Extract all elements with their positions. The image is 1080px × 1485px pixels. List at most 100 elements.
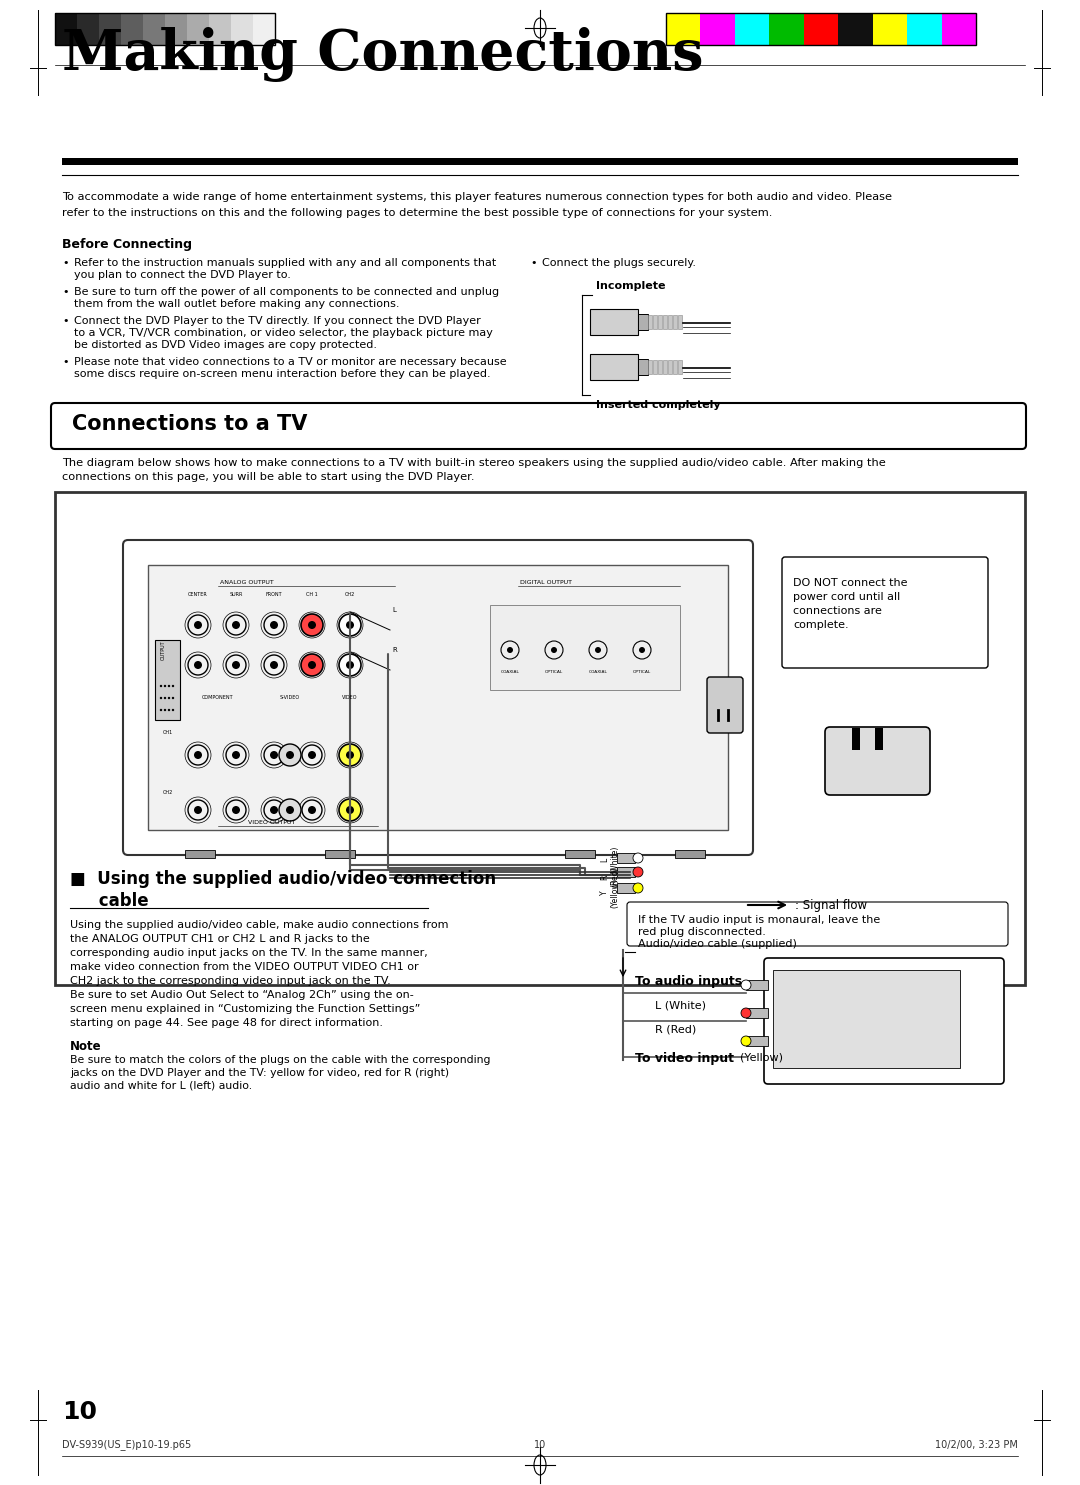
Circle shape: [308, 806, 316, 814]
Text: •: •: [62, 258, 68, 267]
Bar: [663, 315, 667, 330]
Text: be distorted as DVD Video images are copy protected.: be distorted as DVD Video images are cop…: [75, 340, 377, 350]
Bar: [678, 315, 681, 330]
Bar: [678, 359, 681, 374]
Bar: [565, 849, 595, 858]
Circle shape: [160, 708, 162, 711]
Text: Making Connections: Making Connections: [62, 27, 703, 82]
Text: red plug disconnected.: red plug disconnected.: [638, 927, 766, 937]
FancyBboxPatch shape: [51, 402, 1026, 448]
Text: COMPONENT: COMPONENT: [202, 695, 233, 699]
Circle shape: [167, 696, 171, 699]
Bar: [648, 359, 652, 374]
Circle shape: [232, 806, 240, 814]
Text: : Signal flow: : Signal flow: [795, 898, 867, 912]
Circle shape: [164, 685, 166, 688]
Text: Using the supplied audio/video cable, make audio connections from: Using the supplied audio/video cable, ma…: [70, 921, 448, 930]
Text: to a VCR, TV/VCR combination, or video selector, the playback picture may: to a VCR, TV/VCR combination, or video s…: [75, 328, 492, 339]
Circle shape: [633, 852, 643, 863]
Text: some discs require on-screen menu interaction before they can be played.: some discs require on-screen menu intera…: [75, 368, 490, 379]
Circle shape: [160, 685, 162, 688]
Text: R: R: [392, 647, 396, 653]
Bar: [907, 13, 942, 45]
Circle shape: [346, 806, 354, 814]
Bar: [873, 13, 907, 45]
Text: Connections to a TV: Connections to a TV: [72, 414, 308, 434]
Bar: [746, 1037, 768, 1045]
Text: OUTPUT: OUTPUT: [161, 640, 165, 659]
Text: •: •: [62, 356, 68, 367]
Text: Be sure to match the colors of the plugs on the cable with the corresponding: Be sure to match the colors of the plugs…: [70, 1054, 490, 1065]
Bar: [253, 13, 275, 45]
Bar: [666, 13, 701, 45]
Text: Incomplete: Incomplete: [596, 281, 665, 291]
Circle shape: [167, 685, 171, 688]
Bar: [187, 13, 210, 45]
Text: connections on this page, you will be able to start using the DVD Player.: connections on this page, you will be ab…: [62, 472, 474, 483]
Circle shape: [164, 708, 166, 711]
Text: jacks on the DVD Player and the TV: yellow for video, red for R (right): jacks on the DVD Player and the TV: yell…: [70, 1068, 449, 1078]
Text: 10/2/00, 3:23 PM: 10/2/00, 3:23 PM: [935, 1440, 1018, 1449]
Text: them from the wall outlet before making any connections.: them from the wall outlet before making …: [75, 298, 400, 309]
Text: To audio inputs: To audio inputs: [635, 976, 742, 988]
Text: refer to the instructions on this and the following pages to determine the best : refer to the instructions on this and th…: [62, 208, 772, 218]
Bar: [769, 13, 804, 45]
Bar: [734, 13, 769, 45]
Text: screen menu explained in “Customizing the Function Settings”: screen menu explained in “Customizing th…: [70, 1004, 420, 1014]
Text: 10: 10: [534, 1440, 546, 1449]
Text: L
(White): L (White): [600, 846, 620, 875]
Text: Be sure to set Audio Out Select to “Analog 2Ch” using the on-: Be sure to set Audio Out Select to “Anal…: [70, 990, 414, 999]
FancyBboxPatch shape: [764, 958, 1004, 1084]
Text: VIDEO OUTPUT: VIDEO OUTPUT: [248, 820, 295, 826]
Text: Note: Note: [70, 1040, 102, 1053]
Circle shape: [339, 799, 361, 821]
Text: •: •: [62, 287, 68, 297]
Circle shape: [286, 751, 294, 759]
Circle shape: [346, 621, 354, 630]
Circle shape: [308, 661, 316, 670]
Text: CH2: CH2: [345, 593, 355, 597]
Bar: [669, 359, 672, 374]
Circle shape: [172, 696, 174, 699]
Circle shape: [194, 806, 202, 814]
Text: FRONT: FRONT: [266, 593, 282, 597]
Text: CH2 jack to the corresponding video input jack on the TV.: CH2 jack to the corresponding video inpu…: [70, 976, 391, 986]
Bar: [325, 849, 355, 858]
Text: To accommodate a wide range of home entertainment systems, this player features : To accommodate a wide range of home ente…: [62, 192, 892, 202]
Bar: [673, 359, 677, 374]
Bar: [617, 867, 635, 878]
Bar: [490, 604, 680, 691]
Text: COAXIAL: COAXIAL: [589, 670, 607, 674]
Bar: [638, 313, 648, 330]
Circle shape: [595, 647, 600, 653]
Circle shape: [346, 661, 354, 670]
Bar: [165, 13, 187, 45]
Circle shape: [346, 661, 354, 670]
Text: COAXIAL: COAXIAL: [500, 670, 519, 674]
Bar: [673, 315, 677, 330]
Text: VIDEO: VIDEO: [342, 695, 357, 699]
Circle shape: [551, 647, 557, 653]
Text: Refer to the instruction manuals supplied with any and all components that: Refer to the instruction manuals supplie…: [75, 258, 496, 267]
Circle shape: [232, 621, 240, 630]
Circle shape: [232, 751, 240, 759]
Text: Inserted completely: Inserted completely: [596, 399, 720, 410]
Circle shape: [270, 806, 278, 814]
Text: you plan to connect the DVD Player to.: you plan to connect the DVD Player to.: [75, 270, 291, 281]
Circle shape: [232, 661, 240, 670]
Bar: [590, 309, 638, 336]
Circle shape: [308, 751, 316, 759]
Text: cable: cable: [70, 892, 149, 910]
Circle shape: [639, 647, 645, 653]
Bar: [185, 849, 215, 858]
Circle shape: [301, 653, 323, 676]
Text: DO NOT connect the
power cord until all
connections are
complete.: DO NOT connect the power cord until all …: [793, 578, 907, 630]
Bar: [617, 852, 635, 863]
Bar: [746, 980, 768, 990]
Circle shape: [741, 980, 751, 990]
Bar: [55, 13, 275, 45]
Bar: [55, 492, 1025, 985]
Text: R
(Red): R (Red): [600, 867, 620, 887]
Text: DIGITAL OUTPUT: DIGITAL OUTPUT: [519, 581, 572, 585]
Bar: [669, 315, 672, 330]
